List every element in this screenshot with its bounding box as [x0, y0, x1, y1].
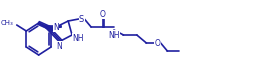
Text: N: N: [56, 42, 61, 50]
Text: NH: NH: [108, 30, 120, 40]
Text: O: O: [155, 38, 161, 48]
Text: O: O: [100, 10, 105, 18]
Text: NH: NH: [72, 34, 83, 42]
Text: CH₃: CH₃: [0, 20, 13, 26]
Text: N: N: [53, 22, 59, 32]
Text: S: S: [79, 14, 84, 24]
